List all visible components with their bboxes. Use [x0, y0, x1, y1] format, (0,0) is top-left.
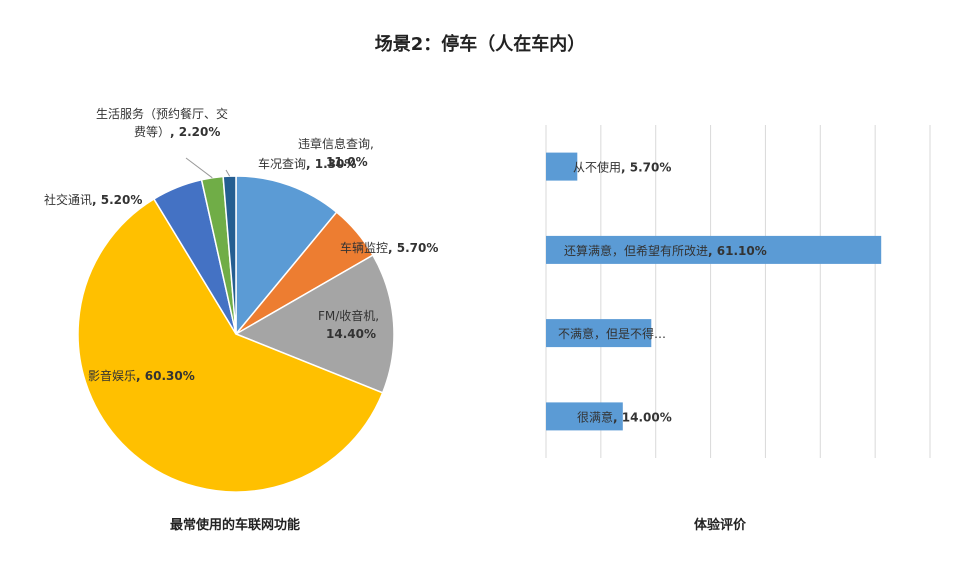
pie-data-label: 车辆监控, 5.70% [340, 240, 438, 255]
bar-data-label: 从不使用, 5.70% [573, 160, 671, 175]
pie-data-label: 违章信息查询, 11.0% [298, 136, 374, 169]
bar [546, 402, 623, 431]
pie-slice [222, 175, 237, 335]
bar-chart-title: 体验评价 [693, 518, 746, 533]
pie-data-label: 生活服务（预约餐厅、交费等）, 2.20% [96, 106, 228, 139]
bar-data-label: 不满意，但是不得… [558, 326, 666, 341]
pie-data-label: 车况查询, 1.30% [258, 156, 356, 171]
bar [546, 235, 882, 264]
bar-data-label: 很满意, 14.00% [577, 409, 672, 424]
pie-leader-line [225, 169, 231, 177]
pie-data-label: 社交通讯, 5.20% [44, 192, 142, 207]
pie-data-label: FM/收音机, 14.40% [318, 308, 379, 341]
pie-data-label: 影音娱乐, 60.30% [88, 368, 195, 383]
bar-data-label: 还算满意，但希望有所改进, 61.10% [564, 243, 767, 258]
pie-slice [77, 197, 384, 493]
pie-chart-title: 最常使用的车联网功能 [169, 518, 300, 533]
pie-slice [234, 254, 395, 394]
bar [546, 152, 578, 181]
pie-slice [235, 175, 338, 337]
bar [546, 319, 652, 348]
pie-chart: 违章信息查询, 11.0% 车辆监控, 5.70% FM/收音机, 14.40% 影音娱乐… [44, 106, 438, 493]
page-title: 场景2：停车（人在车内） [374, 34, 586, 55]
pie-leader-line [185, 157, 213, 179]
